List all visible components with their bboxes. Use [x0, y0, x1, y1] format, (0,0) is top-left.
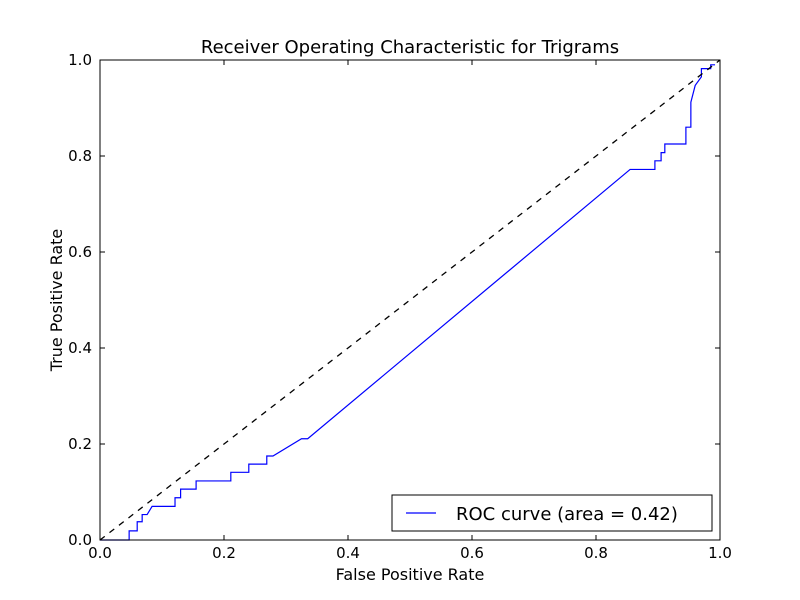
- x-tick-label: 0.4: [336, 544, 360, 562]
- plot-frame: [99, 59, 721, 541]
- y-tick-label: 0.2: [68, 435, 92, 453]
- x-tick-label: 0.2: [212, 544, 236, 562]
- y-tick-label: 0.8: [68, 147, 92, 165]
- plot-content: [99, 59, 721, 541]
- legend: ROC curve (area = 0.42): [391, 494, 713, 532]
- legend-box: [391, 494, 713, 532]
- plot-area: [100, 60, 720, 540]
- x-tick-label: 0.8: [584, 544, 608, 562]
- chart-title: Receiver Operating Characteristic for Tr…: [201, 37, 619, 58]
- legend-label: ROC curve (area = 0.42): [456, 504, 678, 525]
- x-tick-label: 1.0: [708, 544, 732, 562]
- chance-diagonal-line: [99, 59, 721, 541]
- axis-ticks: 0.0 0.2 0.4 0.6 0.8 1.0 0.0 0.2 0.4 0.6 0.8 1.0: [68, 51, 732, 562]
- y-tick-label: 0.6: [68, 243, 92, 261]
- y-tick-label: 0.4: [68, 339, 92, 357]
- y-tick-label: 1.0: [68, 51, 92, 69]
- x-tick-label: 0.0: [88, 544, 112, 562]
- y-axis-label: True Positive Rate: [47, 229, 66, 373]
- x-tick-label: 0.6: [460, 544, 484, 562]
- x-axis-label: False Positive Rate: [336, 565, 485, 584]
- roc-curve-line: [100, 64, 716, 541]
- y-tick-label: 0.0: [68, 531, 92, 549]
